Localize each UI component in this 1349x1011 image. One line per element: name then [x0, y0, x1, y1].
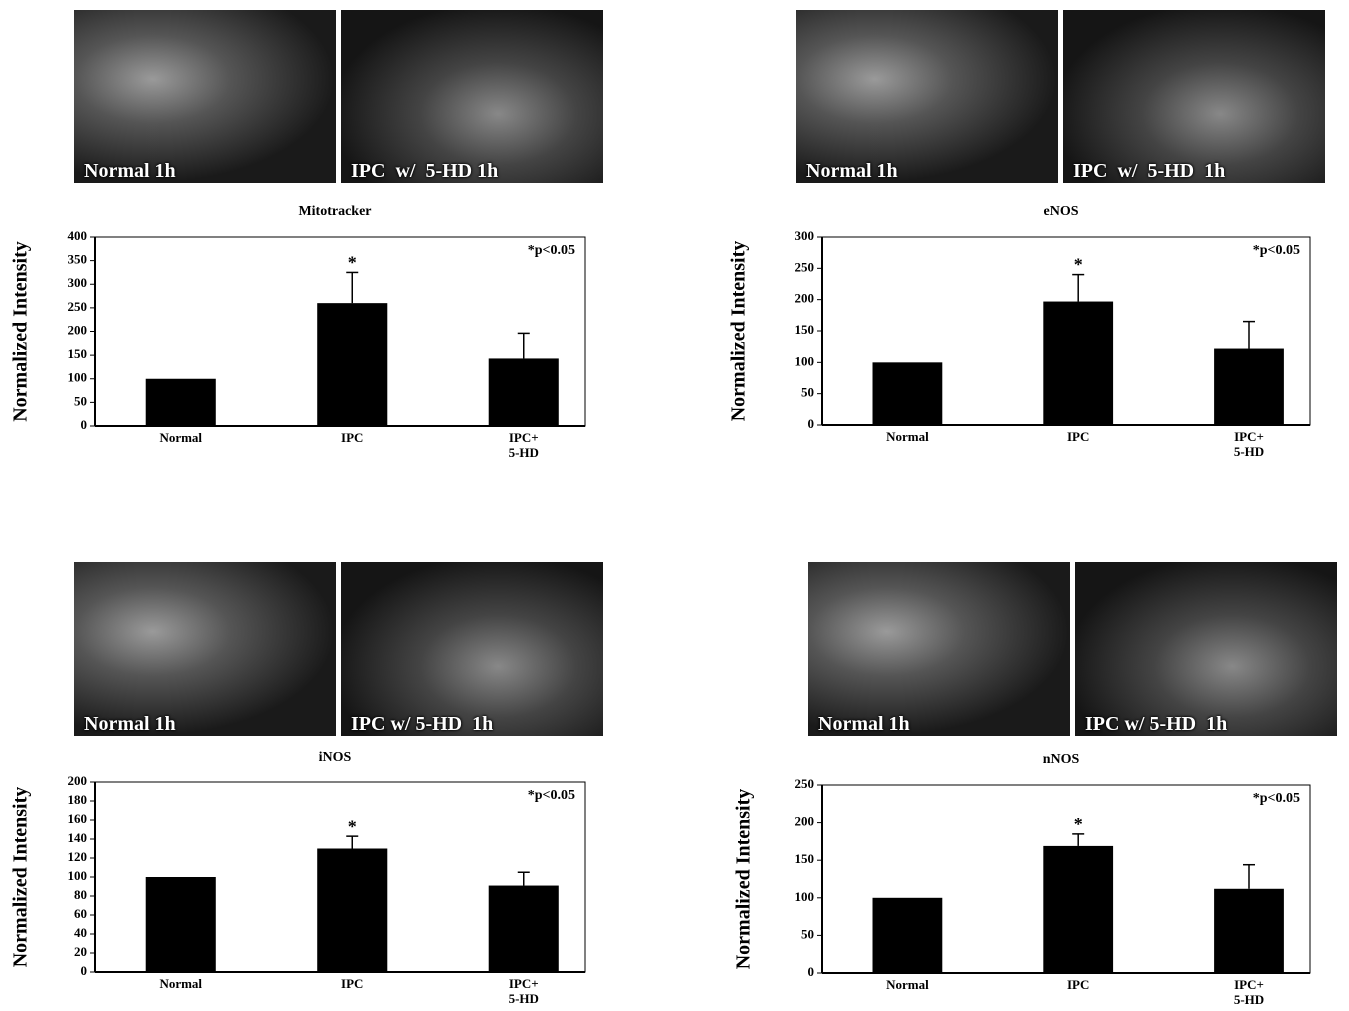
x-tick-label: Normal	[847, 977, 967, 992]
image-label: IPC w/ 5-HD 1h	[1073, 160, 1225, 183]
image-label: Normal 1h	[84, 713, 176, 736]
bar	[317, 849, 387, 973]
y-tick-label: 150	[795, 322, 815, 337]
y-axis-label: Normalized Intensity	[10, 787, 32, 968]
y-tick-label: 120	[68, 849, 88, 864]
bar	[1214, 349, 1284, 425]
chart-title: Mitotracker	[298, 204, 371, 219]
x-tick-label: IPC	[1018, 429, 1138, 444]
y-tick-label: 50	[801, 385, 814, 400]
significance-note: *p<0.05	[1253, 791, 1300, 806]
y-tick-label: 200	[795, 814, 815, 829]
bar	[873, 362, 943, 425]
micrograph: Normal 1h	[796, 10, 1058, 183]
micrograph: IPC w/ 5-HD 1h	[1075, 562, 1337, 736]
y-tick-label: 0	[81, 963, 88, 978]
y-tick-label: 200	[68, 322, 88, 337]
image-label: IPC w/ 5-HD 1h	[351, 713, 493, 736]
bar	[146, 379, 216, 426]
micrograph: IPC w/ 5-HD 1h	[341, 10, 603, 183]
significance-star: *	[1074, 814, 1083, 834]
y-tick-label: 250	[795, 776, 815, 791]
significance-note: *p<0.05	[528, 788, 575, 803]
significance-star: *	[348, 253, 357, 273]
y-tick-label: 350	[68, 252, 88, 267]
x-tick-label: IPC	[292, 976, 412, 991]
y-tick-label: 100	[68, 370, 88, 385]
bar	[1214, 889, 1284, 973]
y-tick-label: 100	[68, 868, 88, 883]
y-tick-label: 50	[74, 393, 87, 408]
x-tick-label: IPC+ 5-HD	[464, 976, 584, 1006]
y-tick-label: 40	[74, 925, 87, 940]
x-tick-label: IPC+ 5-HD	[464, 430, 584, 460]
chart-title: eNOS	[1044, 204, 1079, 219]
micrograph: Normal 1h	[74, 562, 336, 736]
significance-star: *	[348, 816, 357, 836]
y-tick-label: 400	[68, 228, 88, 243]
image-label: Normal 1h	[818, 713, 910, 736]
y-tick-label: 300	[795, 228, 815, 243]
bar	[317, 303, 387, 426]
image-label: IPC w/ 5-HD 1h	[351, 160, 498, 183]
y-tick-label: 80	[74, 887, 87, 902]
y-tick-label: 250	[795, 259, 815, 274]
y-tick-label: 60	[74, 906, 87, 921]
image-label: Normal 1h	[84, 160, 176, 183]
x-tick-label: IPC	[1018, 977, 1138, 992]
y-tick-label: 250	[68, 299, 88, 314]
bar	[1043, 846, 1113, 973]
y-tick-label: 150	[68, 346, 88, 361]
y-tick-label: 150	[795, 851, 815, 866]
chart-title: iNOS	[319, 750, 352, 765]
y-axis-label: Normalized Intensity	[733, 789, 755, 970]
micrograph: Normal 1h	[74, 10, 336, 183]
y-tick-label: 100	[795, 889, 815, 904]
bar	[873, 898, 943, 973]
y-axis-label: Normalized Intensity	[10, 241, 32, 422]
y-tick-label: 180	[68, 792, 88, 807]
x-tick-label: Normal	[847, 429, 967, 444]
x-tick-label: IPC+ 5-HD	[1189, 977, 1309, 1007]
y-tick-label: 140	[68, 830, 88, 845]
y-tick-label: 300	[68, 275, 88, 290]
x-tick-label: IPC	[292, 430, 412, 445]
y-tick-label: 100	[795, 353, 815, 368]
micrograph: IPC w/ 5-HD 1h	[341, 562, 603, 736]
x-tick-label: IPC+ 5-HD	[1189, 429, 1309, 459]
bar	[489, 886, 559, 972]
y-tick-label: 200	[795, 291, 815, 306]
chart-title: nNOS	[1043, 752, 1080, 767]
y-tick-label: 0	[808, 416, 815, 431]
significance-note: *p<0.05	[1253, 243, 1300, 258]
y-axis-label: Normalized Intensity	[728, 241, 750, 422]
x-tick-label: Normal	[121, 430, 241, 445]
y-tick-label: 0	[808, 964, 815, 979]
y-tick-label: 50	[801, 926, 814, 941]
x-tick-label: Normal	[121, 976, 241, 991]
micrograph: IPC w/ 5-HD 1h	[1063, 10, 1325, 183]
image-label: IPC w/ 5-HD 1h	[1085, 713, 1227, 736]
bar	[1043, 302, 1113, 425]
significance-star: *	[1074, 255, 1083, 275]
image-label: Normal 1h	[806, 160, 898, 183]
bar	[489, 358, 559, 426]
micrograph: Normal 1h	[808, 562, 1070, 736]
y-tick-label: 160	[68, 811, 88, 826]
bar	[146, 877, 216, 972]
y-tick-label: 20	[74, 944, 87, 959]
significance-note: *p<0.05	[528, 243, 575, 258]
y-tick-label: 200	[68, 773, 88, 788]
y-tick-label: 0	[81, 417, 88, 432]
figure: Mitotracker Normalized Intensity 0 50 100 150…	[0, 0, 1349, 1011]
